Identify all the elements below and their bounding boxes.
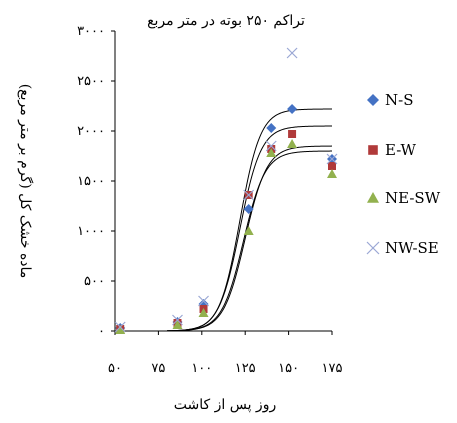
y-axis-label: ماده خشک کل (گرم بر متر مربع) [17, 84, 34, 279]
axes [114, 31, 332, 332]
data-point-n-s [243, 204, 254, 214]
legend-item-nw-se: NW-SE [366, 239, 439, 257]
legend-label: NW-SE [385, 239, 439, 257]
legend-marker-n-s [367, 94, 379, 106]
legend-label: N-S [385, 91, 413, 109]
data-point-n-s [266, 123, 277, 133]
legend-marker-ne-sw [367, 192, 379, 203]
x-tick-label: ۷۵ [151, 361, 165, 376]
data-point-e-w [288, 130, 297, 138]
y-tick-label: ۱۰۰۰ [77, 224, 105, 239]
data-point-ne-sw [172, 320, 183, 329]
legend-marker-e-w [368, 145, 378, 155]
data-point-nw-se [114, 321, 126, 333]
data-point-ne-sw [115, 325, 126, 334]
legend-item-ne-sw: NE-SW [367, 189, 441, 207]
y-tick-label: ۱۵۰۰ [77, 174, 105, 189]
data-point-nw-se [265, 140, 277, 152]
legend-item-e-w: E-W [368, 141, 416, 159]
x-tick-label: ۱۲۵ [235, 361, 256, 376]
data-point-ne-sw [243, 226, 254, 235]
y-tick-label: ۵۰۰ [84, 274, 105, 289]
data-point-nw-se [243, 189, 255, 201]
legend-label: E-W [385, 141, 416, 159]
data-point-nw-se [286, 47, 298, 59]
ticks: ۰ ۵۰۰ ۱۰۰۰ ۱۵۰۰ ۲۰۰۰ ۲۵۰۰ ۳۰۰۰ ۵۰ ۷۵ ۱۰۰ ۱۲۵ ۱۵۰ ۱۷۵ [77, 24, 342, 376]
legend-marker-nw-se [366, 241, 380, 255]
data-point-ne-sw [287, 139, 298, 148]
y-tick-label: ۲۵۰۰ [77, 74, 105, 89]
fit-curve-e-w [167, 125, 333, 332]
data-point-e-w [328, 162, 336, 170]
fit-curves [167, 108, 333, 332]
data-point-ne-sw [327, 169, 337, 178]
x-axis-label: روز پس از کاشت [174, 397, 276, 413]
data-point-nw-se [326, 153, 338, 165]
x-tick-label: ۱۰۰ [191, 361, 212, 376]
y-tick-label: ۲۰۰۰ [77, 124, 105, 139]
x-tick-label: ۱۵۰ [278, 361, 299, 376]
data-point-ne-sw [198, 308, 209, 317]
legend-item-n-s: N-S [367, 91, 413, 109]
data-point-nw-se [198, 295, 209, 307]
x-tick-label: ۱۷۵ [322, 361, 343, 376]
fit-curve-nw-se [167, 145, 333, 332]
legend: N-S E-W NE-SW NW-SE [366, 91, 441, 257]
data-point-nw-se [172, 314, 183, 326]
y-tick-label: ۰ [98, 324, 105, 339]
y-tick-label: ۳۰۰۰ [77, 24, 105, 39]
x-tick-label: ۵۰ [108, 361, 122, 376]
data-point-ne-sw [266, 148, 277, 157]
chart-title: تراکم ۲۵۰ بوته در متر مربع [147, 13, 305, 29]
data-markers [114, 47, 338, 334]
fit-curve-ne-sw [167, 150, 333, 332]
data-point-n-s [287, 104, 298, 114]
legend-label: NE-SW [385, 189, 441, 207]
